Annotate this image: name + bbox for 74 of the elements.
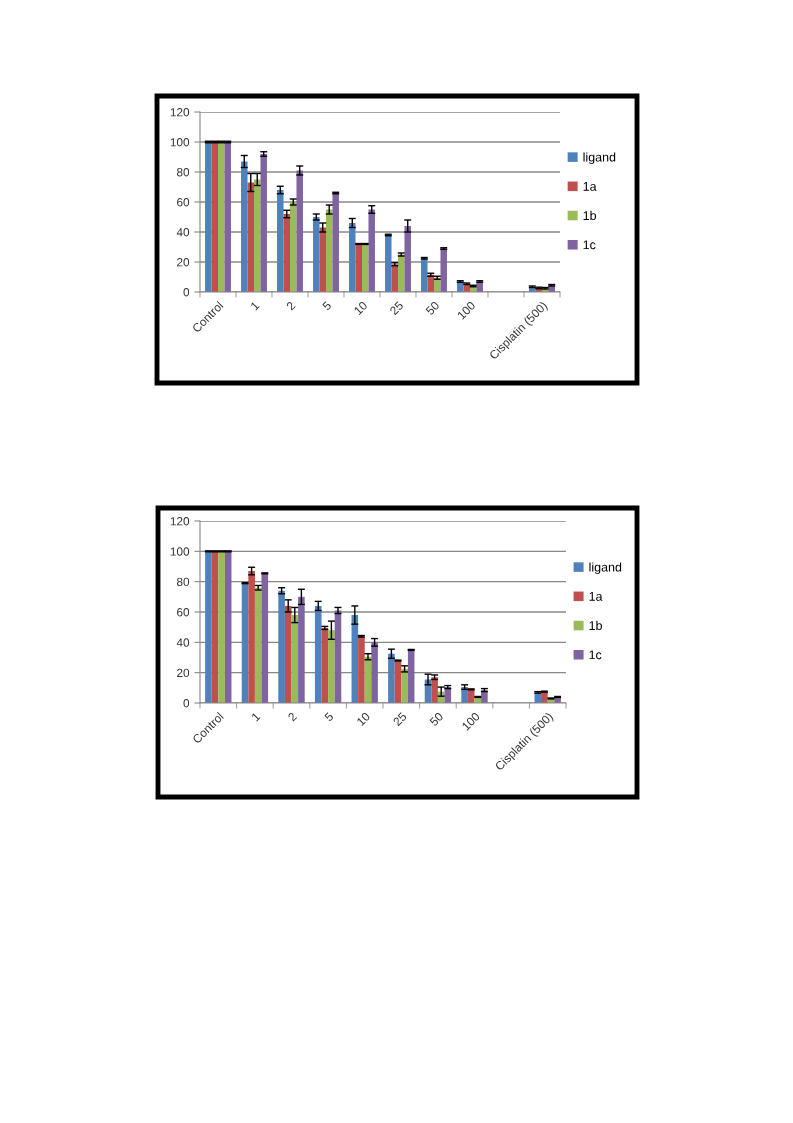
x-tick-label: 5 [324, 711, 334, 722]
bar [218, 551, 225, 703]
y-tick-label: 60 [177, 198, 190, 207]
x-tick-label: 50 [425, 300, 440, 316]
y-tick-label: 80 [176, 168, 190, 177]
y-tick-label: 0 [183, 288, 190, 297]
bar [368, 209, 375, 292]
bar [385, 235, 392, 292]
y-tick-label: 60 [177, 608, 190, 617]
bar [440, 248, 447, 292]
y-tick-label: 20 [177, 668, 190, 678]
bar [388, 653, 395, 703]
y-tick-label: 120 [170, 517, 190, 526]
bar [332, 193, 339, 292]
bar [218, 142, 225, 292]
bar [205, 551, 212, 703]
x-tick-label: 25 [389, 300, 404, 316]
x-tick-label: 2 [287, 711, 298, 722]
bar [404, 226, 411, 292]
x-tick-label: 50 [429, 711, 444, 727]
bar [296, 170, 303, 292]
x-tick-label: 1 [250, 301, 260, 311]
bar [461, 687, 468, 703]
y-tick-label: 40 [176, 638, 190, 647]
bar [261, 573, 269, 703]
bar [224, 551, 232, 703]
x-tick-label: 10 [356, 711, 371, 727]
bar [371, 642, 378, 703]
y-tick-label: 100 [170, 138, 190, 147]
x-tick-label: 100 [456, 300, 476, 320]
x-tick-label: 5 [322, 300, 332, 311]
x-tick-label: 25 [392, 711, 408, 727]
bar [224, 142, 231, 292]
legend-label: 1c [583, 240, 596, 250]
bar [205, 142, 212, 292]
bar [298, 596, 305, 703]
bar [248, 571, 255, 703]
bar [328, 630, 335, 703]
x-tick-label: 2 [286, 300, 296, 311]
y-tick-label: 120 [170, 108, 190, 117]
legend-label: ligand [589, 562, 622, 575]
x-tick-label: 10 [353, 300, 368, 316]
y-tick-label: 20 [177, 258, 190, 267]
bar [421, 258, 428, 292]
bar [349, 223, 356, 292]
bar [260, 154, 267, 292]
y-tick-label: 0 [183, 699, 190, 708]
y-tick-label: 80 [176, 577, 190, 587]
bar [254, 179, 261, 292]
legend-label: 1c [589, 650, 602, 660]
x-tick-label: 1 [251, 712, 261, 722]
legend-label: 1a [583, 182, 597, 191]
bar [314, 605, 322, 703]
x-tick-label: 100 [461, 711, 481, 731]
bar [211, 551, 219, 703]
legend-label: 1b [583, 210, 597, 220]
bar [284, 605, 292, 703]
legend-label: 1a [589, 592, 603, 601]
bar [401, 668, 408, 703]
legend-label: 1b [589, 620, 602, 630]
bar [467, 689, 475, 703]
bar [241, 583, 249, 703]
bar [277, 190, 284, 292]
y-tick-label: 40 [176, 228, 190, 237]
bar [278, 590, 285, 703]
bar [283, 214, 290, 292]
bar [444, 687, 452, 703]
bar [431, 677, 438, 703]
bar [358, 636, 365, 703]
bar [241, 161, 248, 292]
bar [313, 217, 320, 292]
legend-label: ligand [583, 152, 616, 165]
y-tick-label: 100 [170, 547, 190, 556]
bar [211, 142, 218, 292]
